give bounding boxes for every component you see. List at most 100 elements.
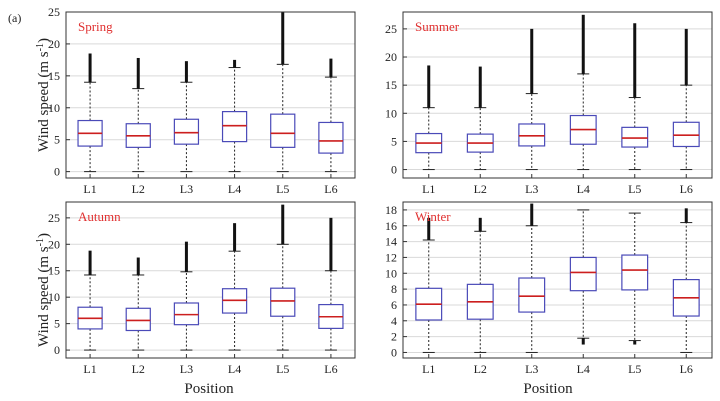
season-title: Winter — [415, 209, 451, 224]
x-tick-label: L2 — [474, 182, 487, 196]
box-l1 — [77, 250, 103, 351]
season-title: Autumn — [78, 209, 121, 224]
box-l2 — [466, 217, 494, 353]
box-l4 — [569, 14, 597, 171]
y-tick-label: 0 — [391, 163, 397, 177]
y-tick-label: 6 — [391, 298, 397, 312]
plot-frame — [402, 11, 713, 179]
box-l2 — [125, 257, 151, 351]
y-tick-label: 15 — [48, 264, 60, 278]
box-l5 — [270, 12, 296, 173]
x-tick-label: L1 — [83, 362, 96, 376]
x-tick-label: L3 — [525, 362, 538, 376]
box-l3 — [173, 241, 200, 351]
y-tick-label: 5 — [54, 317, 60, 331]
iqr-box — [125, 307, 151, 332]
x-tick-label: L1 — [422, 182, 435, 196]
box-l2 — [125, 57, 151, 173]
x-tick-label: L6 — [324, 362, 337, 376]
y-axis-label-bottom: Wind speed (m s-1) — [35, 233, 52, 347]
x-tick-label: L2 — [474, 362, 487, 376]
box-l1 — [77, 53, 103, 173]
x-tick-label: L4 — [577, 362, 590, 376]
y-tick-label: 20 — [48, 237, 60, 251]
y-tick-label: 25 — [48, 5, 60, 19]
iqr-box — [173, 118, 200, 145]
x-tick-label: L4 — [228, 182, 241, 196]
x-tick-label: L1 — [422, 362, 435, 376]
x-tick-label: L4 — [577, 182, 590, 196]
y-tick-label: 15 — [385, 78, 397, 92]
box-l5 — [621, 212, 649, 345]
y-tick-label: 15 — [48, 69, 60, 83]
y-tick-label: 20 — [385, 50, 397, 64]
x-tick-label: L5 — [276, 182, 289, 196]
y-tick-label: 10 — [48, 101, 60, 115]
box-l5 — [621, 23, 649, 171]
iqr-box — [621, 254, 649, 291]
box-l4 — [221, 59, 248, 173]
x-tick-label: L6 — [680, 182, 693, 196]
y-tick-label: 10 — [385, 106, 397, 120]
x-tick-label: L3 — [180, 362, 193, 376]
x-axis-label-right: Position — [523, 381, 573, 397]
box-l3 — [518, 28, 546, 171]
x-tick-label: L6 — [324, 182, 337, 196]
y-tick-label: 16 — [385, 219, 397, 233]
plot-frame — [65, 201, 356, 359]
box-l6 — [318, 58, 344, 173]
iqr-box — [270, 287, 296, 317]
x-tick-label: L5 — [628, 362, 641, 376]
box-l6 — [318, 217, 344, 351]
y-tick-label: 25 — [48, 211, 60, 225]
x-tick-label: L1 — [83, 182, 96, 196]
box-l1 — [415, 217, 443, 353]
y-tick-label: 0 — [54, 343, 60, 357]
box-l1 — [415, 65, 443, 171]
iqr-box — [569, 256, 597, 292]
iqr-box — [270, 113, 296, 148]
y-tick-label: 10 — [48, 290, 60, 304]
box-l6 — [672, 208, 700, 353]
box-l4 — [569, 209, 597, 345]
y-tick-label: 14 — [385, 235, 397, 249]
box-l4 — [221, 223, 248, 351]
iqr-box — [621, 126, 649, 148]
box-l3 — [518, 203, 546, 353]
y-tick-label: 25 — [385, 22, 397, 36]
box-l2 — [466, 66, 494, 171]
season-title: Spring — [78, 19, 113, 34]
y-tick-label: 5 — [391, 134, 397, 148]
y-tick-label: 18 — [385, 203, 397, 217]
y-tick-label: 0 — [54, 165, 60, 179]
iqr-box — [221, 110, 248, 143]
x-tick-label: L2 — [132, 182, 145, 196]
panel-autumn: 0 5 10 15 20 25 L1 L2 L3 L4 L5 L6 Autumn — [48, 201, 356, 376]
x-tick-label: L5 — [628, 182, 641, 196]
season-title: Summer — [415, 19, 460, 34]
x-tick-label: L2 — [132, 362, 145, 376]
box-l6 — [672, 28, 700, 171]
iqr-box — [672, 121, 700, 148]
y-tick-label: 4 — [391, 314, 397, 328]
y-axis-label-top: Wind speed (m s-1) — [35, 38, 52, 152]
box-l3 — [173, 61, 200, 173]
x-tick-label: L3 — [180, 182, 193, 196]
iqr-box — [518, 123, 546, 147]
x-tick-label: L5 — [276, 362, 289, 376]
y-tick-label: 12 — [385, 250, 397, 264]
x-tick-label: L4 — [228, 362, 241, 376]
y-tick-label: 10 — [385, 266, 397, 280]
panel-spring: 0 5 10 15 20 25 L1 L2 L3 L4 L5 L6 Spring — [48, 5, 356, 196]
box-l5 — [270, 204, 296, 351]
iqr-box — [318, 121, 344, 154]
y-tick-label: 8 — [391, 282, 397, 296]
y-tick-label: 5 — [54, 133, 60, 147]
iqr-box — [518, 277, 546, 313]
plot-frame — [402, 201, 713, 359]
x-tick-label: L6 — [680, 362, 693, 376]
plot-frame — [65, 11, 356, 179]
panel-tag: (a) — [8, 11, 21, 25]
